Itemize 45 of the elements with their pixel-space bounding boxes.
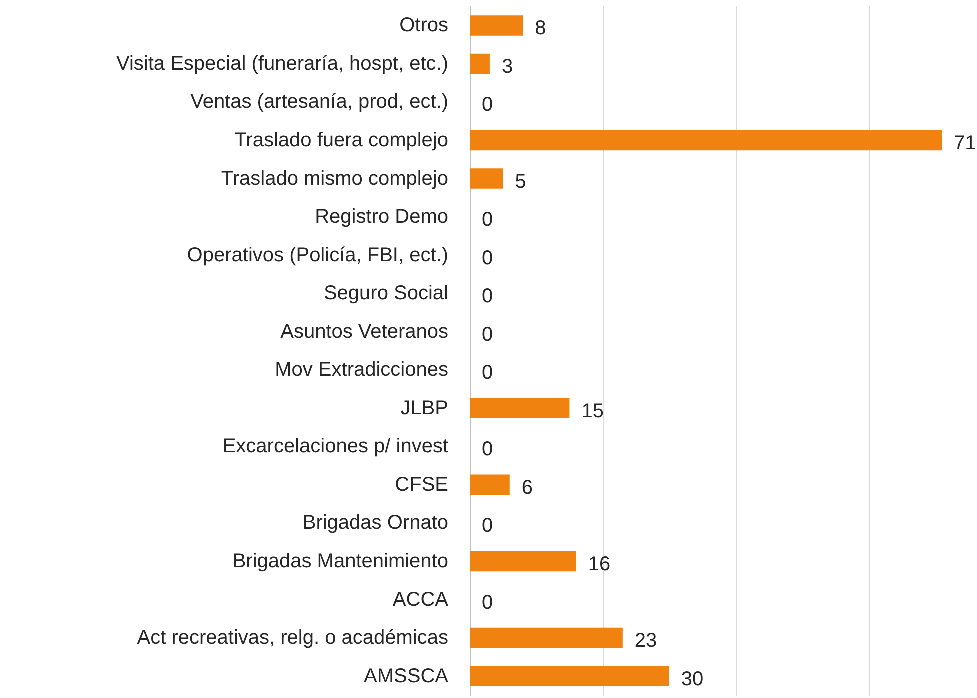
- y-tick-label: Act recreativas, relg. o académicas: [137, 627, 448, 650]
- data-label: 0: [482, 362, 494, 384]
- y-tick-label: Excarcelaciones p/ invest: [222, 436, 449, 458]
- y-tick-label: Ventas (artesanía, prod, ect.): [190, 91, 448, 114]
- data-label: 15: [582, 400, 604, 422]
- y-tick-label: Traslado fuera complejo: [234, 130, 448, 152]
- data-label: 0: [482, 592, 494, 614]
- data-label: 0: [482, 247, 494, 270]
- bar: [470, 130, 942, 151]
- bar: [470, 628, 623, 648]
- data-label: 5: [515, 170, 526, 193]
- y-tick-label: Otros: [400, 14, 448, 37]
- data-label: 0: [482, 94, 494, 116]
- y-tick-label: Operativos (Policía, FBI, ect.): [187, 244, 448, 266]
- y-tick-label: Traslado mismo complejo: [221, 168, 448, 190]
- data-label: 16: [588, 553, 611, 576]
- y-tick-label: Brigadas Ornato: [302, 512, 448, 534]
- data-label: 8: [535, 18, 546, 40]
- data-label: 0: [482, 324, 494, 346]
- y-tick-label: Brigadas Mantenimiento: [232, 550, 448, 572]
- bar: [470, 474, 510, 496]
- y-tick-label: Visita Especial (funeraría, hospt, etc.): [116, 52, 448, 75]
- y-tick-label: Asuntos Veteranos: [280, 320, 448, 343]
- y-tick-label: Mov Extradicciones: [275, 359, 448, 382]
- bar: [470, 16, 524, 36]
- bar: [470, 54, 490, 74]
- y-tick-label: Seguro Social: [324, 282, 448, 305]
- y-tick-label: JLBP: [400, 397, 448, 420]
- data-label: 23: [634, 630, 658, 652]
- y-tick-label: AMSSCA: [364, 665, 450, 688]
- data-label: 0: [482, 515, 494, 538]
- bar: [470, 666, 670, 686]
- data-label: 30: [681, 668, 704, 690]
- data-label: 71: [954, 132, 976, 155]
- data-label: 0: [482, 286, 494, 308]
- y-tick-label: Registro Demo: [315, 206, 448, 228]
- data-label: 3: [502, 56, 514, 78]
- data-label: 0: [482, 209, 494, 232]
- data-label: 0: [482, 438, 494, 461]
- data-label: 6: [522, 476, 534, 499]
- bar: [470, 551, 576, 572]
- bar: [470, 168, 504, 189]
- bar: [470, 398, 570, 419]
- y-tick-label: CFSE: [395, 474, 448, 496]
- y-tick-label: ACCA: [392, 588, 450, 611]
